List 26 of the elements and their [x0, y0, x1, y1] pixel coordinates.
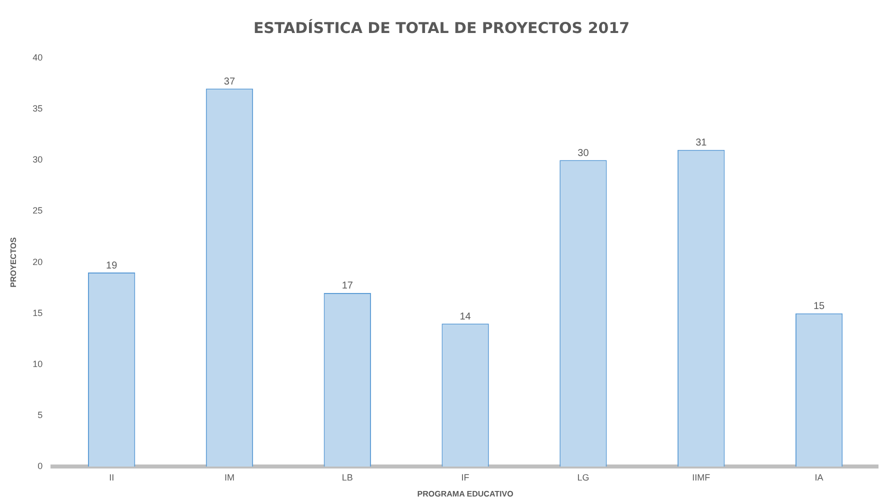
y-tick-label: 5 — [38, 410, 43, 420]
y-tick-label: 40 — [32, 52, 43, 62]
x-tick-label: IM — [224, 472, 234, 482]
y-tick-label: 10 — [32, 358, 43, 369]
y-tick-label: 25 — [32, 206, 43, 216]
x-tick-label: LG — [577, 472, 590, 482]
y-tick-label: 15 — [32, 308, 43, 318]
data-label: 37 — [224, 76, 236, 88]
data-label: 17 — [342, 280, 354, 292]
data-label: 19 — [106, 260, 118, 272]
data-label: 15 — [813, 301, 826, 312]
x-axis-title: PROGRAMA EDUCATIVO — [417, 489, 514, 498]
data-label: 31 — [696, 138, 708, 149]
y-axis-title: PROYECTOS — [9, 236, 18, 288]
y-tick-label: 0 — [38, 461, 43, 472]
x-tick-label: LB — [342, 472, 353, 482]
x-tick-label: IF — [461, 472, 470, 482]
y-tick-label: 35 — [32, 104, 43, 114]
x-tick-label: II — [109, 472, 114, 482]
y-tick-label: 20 — [32, 256, 43, 267]
x-tick-label: IIMF — [692, 472, 711, 482]
data-label: 30 — [578, 148, 590, 159]
chart-title: ESTADÍSTICA DE TOTAL DE PROYECTOS 2017 — [253, 18, 630, 37]
data-label: 14 — [460, 311, 472, 322]
x-tick-label: IA — [814, 472, 824, 482]
y-tick-label: 30 — [32, 154, 43, 165]
